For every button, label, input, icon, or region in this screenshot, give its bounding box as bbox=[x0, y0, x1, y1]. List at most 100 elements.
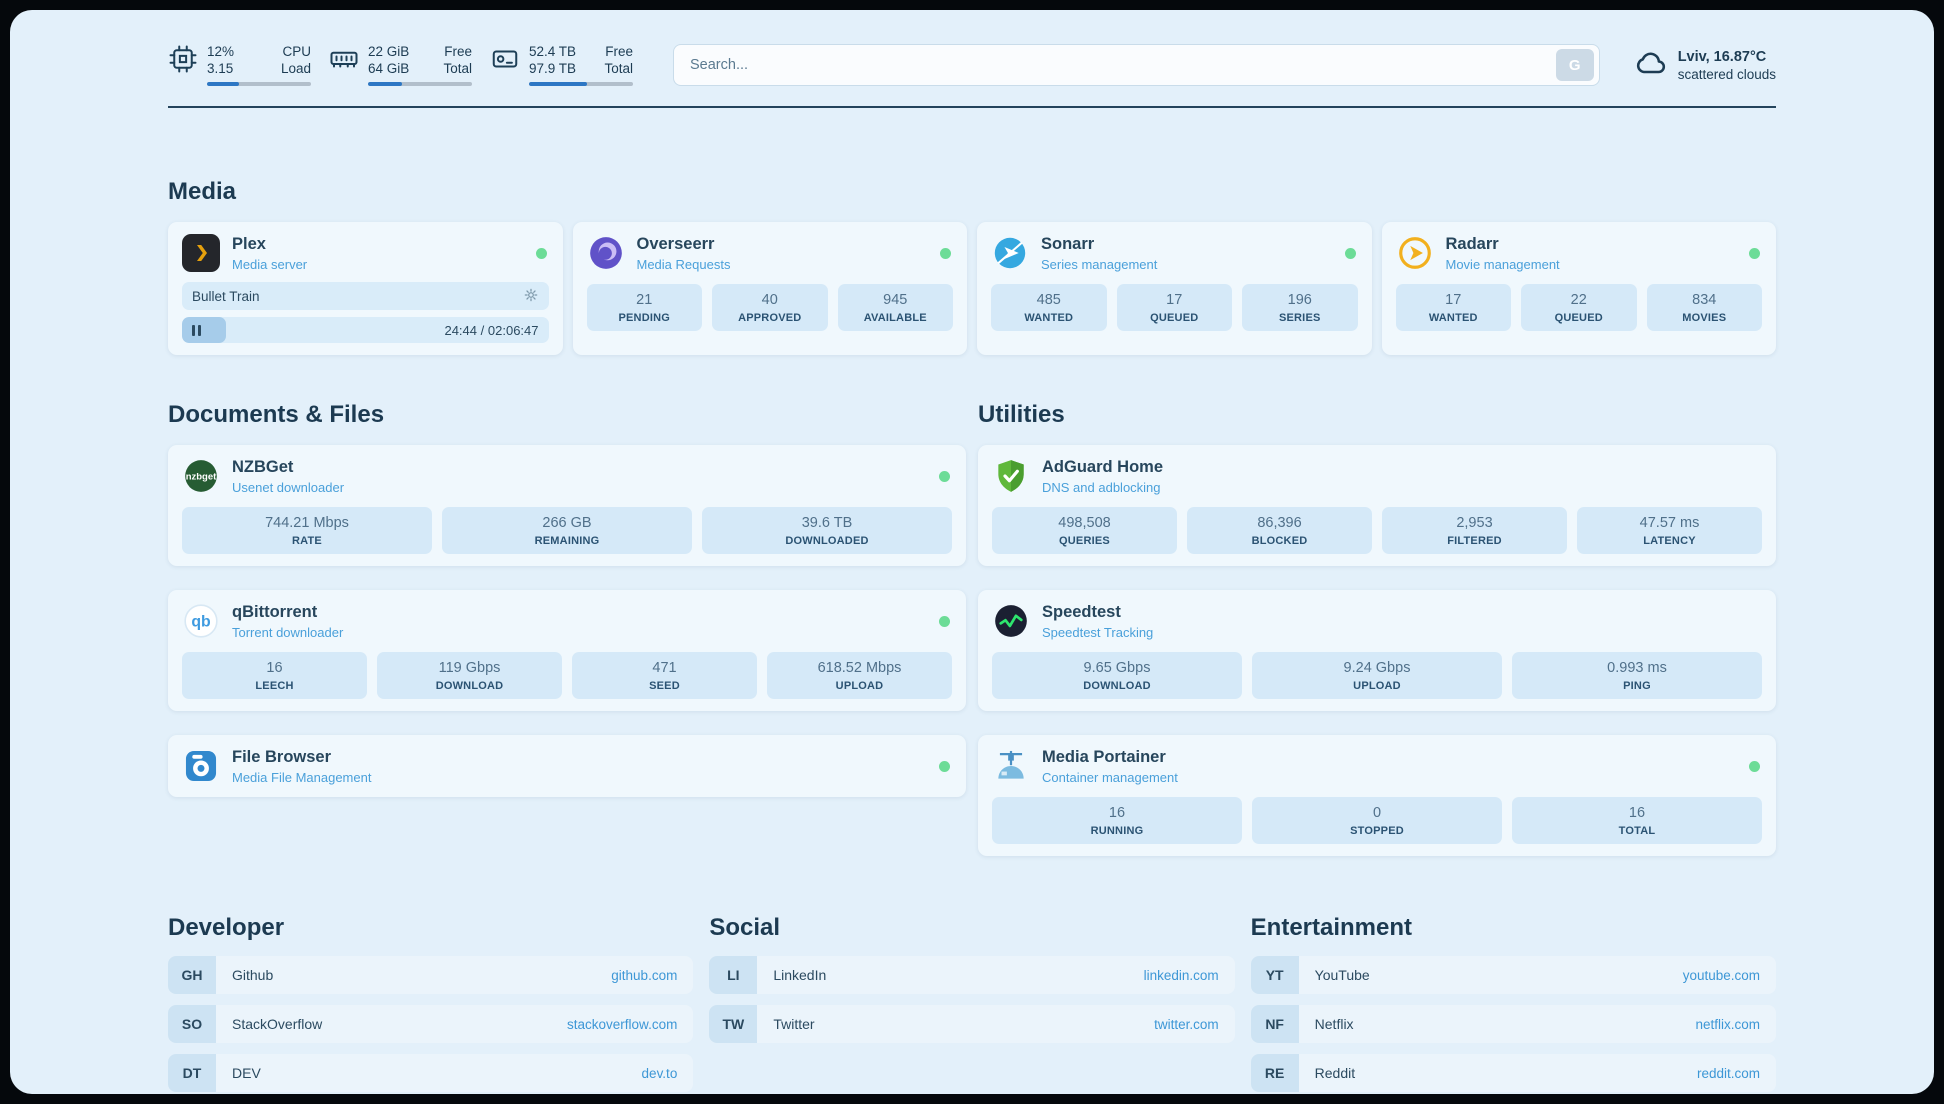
stat-value: 16 bbox=[1628, 805, 1646, 821]
stat-label: QUEUED bbox=[1150, 312, 1199, 324]
bookmark-reddit[interactable]: RE Reddit reddit.com bbox=[1250, 1054, 1776, 1092]
search-provider-button[interactable]: G bbox=[1555, 49, 1594, 81]
stat-value: 0 bbox=[1372, 805, 1382, 821]
bookmark-stackoverflow[interactable]: SO StackOverflow stackoverflow.com bbox=[168, 1005, 694, 1043]
stat-label: DOWNLOAD bbox=[1083, 680, 1151, 692]
stat-value: 945 bbox=[883, 292, 908, 308]
bookmark-link: reddit.com bbox=[1696, 1065, 1760, 1081]
weather-location: Lviv, 16.87°C bbox=[1677, 48, 1767, 65]
service-name: qBittorrent bbox=[232, 602, 318, 621]
nzbget-card[interactable]: nzbget NZBGet Usenet downloader 74 bbox=[168, 445, 966, 566]
plex-card[interactable]: Plex Media server Bullet Train bbox=[168, 222, 563, 355]
bookmark-dev[interactable]: DT DEV dev.to bbox=[168, 1054, 694, 1092]
pause-icon[interactable] bbox=[192, 324, 201, 336]
stat-upload: 618.52 Mbps UPLOAD bbox=[767, 652, 952, 699]
bookmark-name: LinkedIn bbox=[773, 967, 827, 983]
stat-download: 119 Gbps DOWNLOAD bbox=[377, 652, 562, 699]
search-input[interactable] bbox=[688, 56, 1556, 74]
stat-queued: 17 QUEUED bbox=[1116, 284, 1232, 331]
stat-value: 86,396 bbox=[1257, 515, 1302, 531]
stat-label: STOPPED bbox=[1350, 825, 1404, 837]
stat-value: 17 bbox=[1166, 292, 1183, 308]
service-subtitle: Speedtest Tracking bbox=[1042, 624, 1154, 640]
adguard-icon bbox=[992, 457, 1030, 495]
bookmark-link: github.com bbox=[611, 967, 678, 983]
stat-value: 485 bbox=[1036, 292, 1061, 308]
memory-total-label: Total bbox=[443, 61, 472, 76]
stat-value: 2,953 bbox=[1456, 515, 1493, 531]
section-social: Social LI LinkedIn linkedin.com TW Twitt… bbox=[709, 914, 1235, 1043]
memory-total-value: 64 GiB bbox=[368, 61, 410, 76]
stat-ping: 0.993 ms PING bbox=[1512, 652, 1762, 699]
disk-total-label: Total bbox=[604, 61, 633, 76]
stat-value: 21 bbox=[636, 292, 653, 308]
stat-label: WANTED bbox=[1428, 312, 1478, 324]
service-subtitle: Media Requests bbox=[636, 256, 731, 272]
speedtest-card[interactable]: Speedtest Speedtest Tracking 9.65 Gbps D… bbox=[978, 590, 1776, 711]
disk-free-value: 52.4 TB bbox=[529, 44, 577, 59]
portainer-icon bbox=[992, 747, 1030, 785]
search-bar: G bbox=[673, 44, 1600, 86]
qbittorrent-icon: qb bbox=[182, 602, 220, 640]
bookmark-github[interactable]: GH Github github.com bbox=[168, 956, 694, 994]
status-dot bbox=[940, 247, 951, 259]
section-title-utilities: Utilities bbox=[978, 401, 1065, 428]
sonarr-card[interactable]: Sonarr Series management 485 WANTED 17 Q… bbox=[977, 222, 1372, 355]
svg-text:qb: qb bbox=[191, 614, 211, 631]
service-subtitle: Movie management bbox=[1445, 256, 1560, 272]
now-playing-title: Bullet Train bbox=[192, 288, 260, 304]
adguard-card[interactable]: AdGuard Home DNS and adblocking 498,508 … bbox=[978, 445, 1776, 566]
speedtest-icon bbox=[992, 602, 1030, 640]
time-separator: / bbox=[480, 322, 485, 338]
memory-widget: 22 GiB Free 64 GiB Total bbox=[329, 44, 472, 86]
bookmark-netflix[interactable]: NF Netflix netflix.com bbox=[1250, 1005, 1776, 1043]
stat-label: APPROVED bbox=[738, 312, 802, 324]
stat-value: 196 bbox=[1287, 292, 1312, 308]
overseerr-card[interactable]: Overseerr Media Requests 21 PENDING 40 A… bbox=[572, 222, 967, 355]
stat-download: 9.65 Gbps DOWNLOAD bbox=[992, 652, 1242, 699]
stat-label: FILTERED bbox=[1447, 535, 1502, 547]
stat-label: RUNNING bbox=[1090, 825, 1144, 837]
stat-movies: 834 MOVIES bbox=[1646, 284, 1762, 331]
portainer-card[interactable]: Media Portainer Container management 16 … bbox=[978, 735, 1776, 856]
stat-value: 40 bbox=[761, 292, 778, 308]
cpu-load-value: 3.15 bbox=[207, 61, 234, 76]
qbittorrent-card[interactable]: qb qBittorrent Torrent downloader bbox=[168, 590, 966, 711]
memory-progress-fill bbox=[368, 82, 403, 86]
service-subtitle: Usenet downloader bbox=[232, 479, 345, 495]
memory-progress-bar bbox=[368, 82, 472, 86]
stat-label: MOVIES bbox=[1682, 312, 1727, 324]
total-duration: 02:06:47 bbox=[487, 322, 539, 338]
bookmark-linkedin[interactable]: LI LinkedIn linkedin.com bbox=[709, 956, 1235, 994]
bookmark-youtube[interactable]: YT YouTube youtube.com bbox=[1250, 956, 1776, 994]
stat-queued: 22 QUEUED bbox=[1521, 284, 1637, 331]
bookmark-link: twitter.com bbox=[1154, 1016, 1219, 1032]
bookmark-twitter[interactable]: TW Twitter twitter.com bbox=[709, 1005, 1235, 1043]
memory-icon bbox=[329, 44, 359, 74]
stat-label: UPLOAD bbox=[1353, 680, 1401, 692]
service-subtitle: DNS and adblocking bbox=[1042, 479, 1161, 495]
filebrowser-card[interactable]: File Browser Media File Management bbox=[168, 735, 966, 797]
cpu-usage-value: 12% bbox=[207, 44, 235, 59]
plex-icon bbox=[182, 234, 220, 272]
cpu-usage-label: CPU bbox=[282, 44, 311, 59]
service-subtitle: Media File Management bbox=[232, 769, 372, 785]
disk-icon bbox=[490, 44, 520, 74]
stat-blocked: 86,396 BLOCKED bbox=[1187, 507, 1372, 554]
cpu-load-label: Load bbox=[280, 61, 311, 76]
stat-leech: 16 LEECH bbox=[182, 652, 367, 699]
radarr-card[interactable]: Radarr Movie management 17 WANTED 22 QUE… bbox=[1381, 222, 1776, 355]
stat-value: 9.65 Gbps bbox=[1083, 660, 1151, 676]
status-dot bbox=[1344, 247, 1356, 259]
weather-widget: Lviv, 16.87°C scattered clouds bbox=[1632, 45, 1776, 86]
section-media: Media Plex Media server bbox=[168, 178, 1776, 355]
cpu-widget: 12% CPU 3.15 Load bbox=[168, 44, 311, 86]
stat-value: 22 bbox=[1570, 292, 1587, 308]
stat-label: RATE bbox=[292, 535, 322, 547]
bookmark-link: netflix.com bbox=[1695, 1016, 1760, 1032]
settings-gear-icon[interactable] bbox=[523, 287, 539, 306]
service-name: Speedtest bbox=[1042, 602, 1121, 621]
stat-label: UPLOAD bbox=[835, 680, 884, 692]
stat-approved: 40 APPROVED bbox=[712, 284, 828, 331]
section-title-social: Social bbox=[709, 914, 781, 941]
